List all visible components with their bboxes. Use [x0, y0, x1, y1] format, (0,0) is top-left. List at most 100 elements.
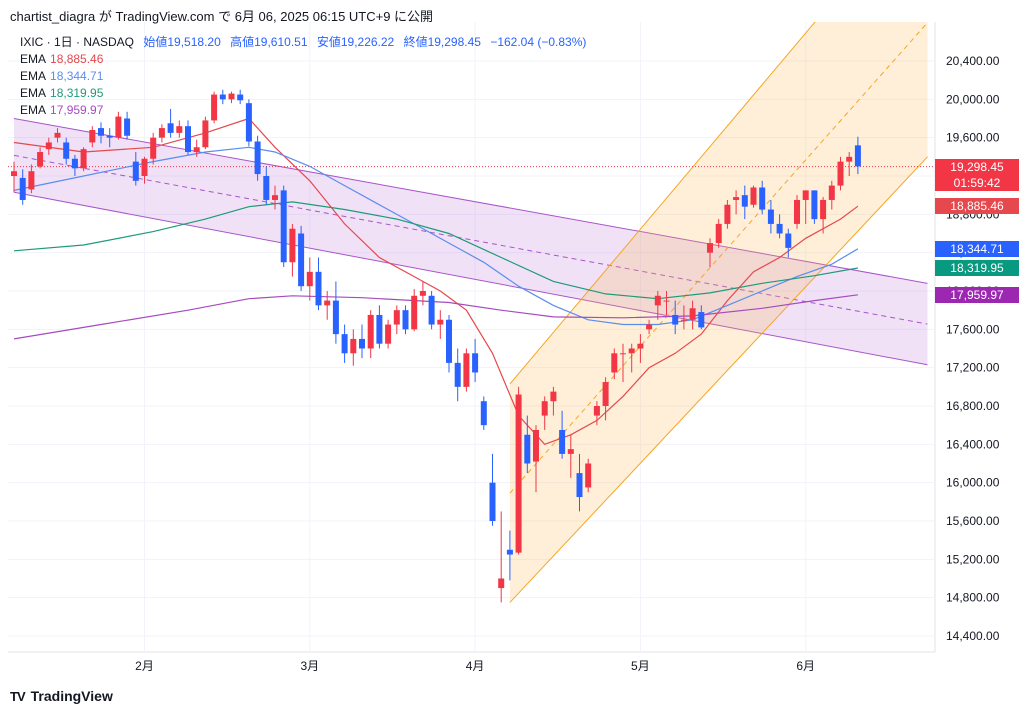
y-tick-label: 14,400.00 [946, 629, 1000, 643]
footer-brand[interactable]: TV TradingView [10, 688, 113, 704]
candle-body [533, 429, 539, 462]
candle-body [98, 128, 104, 136]
candle-body [28, 171, 35, 190]
candle-body [828, 185, 835, 200]
candle-body [45, 142, 52, 150]
candle-body [646, 324, 653, 330]
ema-row-3[interactable]: EMA 18,319.95 [20, 85, 592, 102]
candle-body [176, 126, 183, 133]
candle-body [541, 401, 548, 416]
candle-body [715, 223, 722, 244]
ema-label: EMA [20, 52, 47, 66]
chart-legend: IXIC · 1日 · NASDAQ 始値19,518.20 高値19,610.… [20, 34, 592, 119]
candle-body [228, 93, 235, 100]
price-tag-value: 18,344.71 [950, 241, 1004, 256]
candle-body [802, 190, 809, 200]
change-value: −162.04 (−0.83%) [490, 35, 587, 49]
x-tick-label: 4月 [466, 659, 485, 673]
candle-body [733, 197, 740, 200]
candle-body [254, 141, 261, 175]
candle-body [124, 118, 131, 136]
ema-label: EMA [20, 103, 47, 117]
candle-body [576, 473, 583, 498]
y-tick-label: 17,600.00 [946, 322, 1000, 336]
candle-body [741, 195, 748, 207]
candle-body [585, 463, 592, 488]
candle-body [367, 314, 374, 349]
y-tick-label: 15,600.00 [946, 514, 1000, 528]
ema-line-2 [13, 201, 859, 300]
channel-upper-line-1 [509, 22, 816, 385]
ema-row-1[interactable]: EMA 18,885.46 [20, 51, 592, 68]
high-value: 高値19,610.51 [230, 35, 308, 49]
candle-body [411, 295, 418, 330]
y-tick-label: 16,400.00 [946, 437, 1000, 451]
candle-body [37, 152, 44, 167]
ema-line-1 [13, 146, 859, 326]
ema-value: 18,319.95 [50, 86, 104, 100]
ema-row-2[interactable]: EMA 18,344.71 [20, 68, 592, 85]
y-tick-label: 20,400.00 [946, 54, 1000, 68]
candle-body [115, 116, 122, 138]
price-tag: 17,959.97 [935, 286, 1019, 303]
candle-body [80, 149, 87, 169]
candle-body [654, 295, 661, 306]
candle-body [219, 94, 226, 100]
candle-body [298, 233, 305, 287]
candle-body [489, 482, 496, 521]
candle-body [663, 300, 670, 302]
channel-upper-line-0 [13, 118, 928, 284]
y-tick-label: 20,000.00 [946, 92, 1000, 106]
candle-body [89, 130, 96, 143]
candle-body [272, 195, 278, 200]
candle-body [498, 578, 505, 589]
candle-body [454, 362, 461, 387]
candle-body [611, 353, 618, 373]
y-tick-label: 16,000.00 [946, 476, 1000, 490]
candle-body [707, 243, 713, 253]
candle-body [419, 291, 426, 296]
symbol-label: IXIC · 1日 · NASDAQ [20, 35, 135, 49]
candle-body [446, 319, 452, 363]
channel-mid-line-1 [509, 22, 928, 494]
candle-body [506, 549, 513, 555]
channel-lower-line-1 [509, 156, 928, 603]
candle-body [689, 308, 696, 320]
candle-body [54, 132, 61, 138]
candle-body [820, 199, 827, 220]
candle-body [332, 300, 339, 335]
ema-row-4[interactable]: EMA 17,959.97 [20, 102, 592, 119]
candle-body [672, 314, 679, 325]
candle-body [71, 158, 78, 169]
candle-body [315, 271, 322, 306]
candle-body [750, 187, 757, 205]
close-value: 終値19,298.45 [403, 35, 481, 49]
price-tag: 18,885.46 [935, 198, 1019, 215]
candle-body [324, 300, 331, 306]
ema-label: EMA [20, 86, 47, 100]
y-tick-label: 14,800.00 [946, 591, 1000, 605]
price-tag: 19,298.45 01:59:42 [935, 158, 1019, 191]
candle-body [167, 123, 174, 133]
candle-body [376, 314, 383, 344]
candle-body [620, 353, 626, 355]
candle-body [463, 353, 470, 387]
candle-body [724, 204, 731, 224]
candle-body [193, 147, 200, 153]
candle-body [150, 137, 157, 159]
channel-mid-line-0 [13, 154, 928, 325]
countdown-timer: 01:59:42 [953, 175, 1001, 190]
candle-body [393, 310, 400, 325]
candle-body [402, 310, 409, 330]
candle-body [132, 161, 139, 181]
ema-value: 18,885.46 [50, 52, 104, 66]
candle-body [759, 187, 766, 210]
candle-body [185, 126, 191, 153]
brand-name: TradingView [30, 688, 113, 704]
candle-body [559, 429, 566, 454]
candle-body [472, 353, 479, 373]
candle-body [846, 156, 853, 162]
candle-body [637, 343, 644, 349]
candle-body [854, 145, 861, 167]
